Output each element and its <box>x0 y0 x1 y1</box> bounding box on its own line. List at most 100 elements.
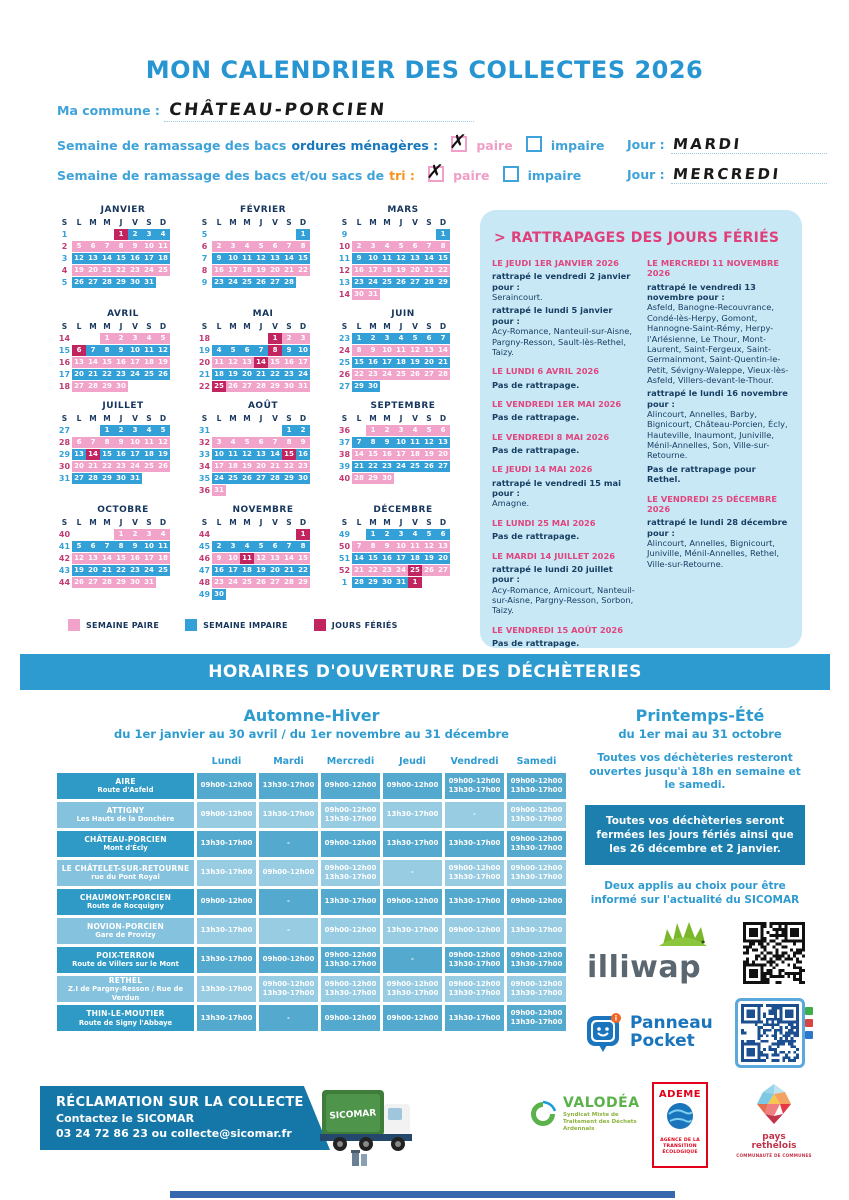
week-number: 36 <box>198 486 211 495</box>
day-cell: 3 <box>296 333 310 344</box>
ordures-impaire-checkbox <box>525 136 542 152</box>
day-cell: 11 <box>156 541 170 552</box>
day-header: L <box>76 414 82 423</box>
day-cell: 30 <box>128 277 142 288</box>
month-week: 23 1 2 3 4 5 6 7 <box>337 333 469 344</box>
day-cell: 26 <box>226 381 240 392</box>
week-number: 18 <box>198 334 211 343</box>
pays-rethelois-subtitle: COMMUNAUTÉ DE COMMUNES <box>736 1152 812 1158</box>
month-week: 27 29 30 <box>337 381 469 392</box>
hours-line: 09h00-12h00 <box>448 863 501 872</box>
day-header: S <box>286 322 292 331</box>
month-juillet: JUILLET S L M M J V S D 27 1 2 3 4 5 28 6 7 8 9 10 11 12 29 13 14… <box>57 401 189 496</box>
day-cell: 2 <box>352 241 366 252</box>
month-week: 2 5 6 7 8 9 10 11 <box>57 241 189 252</box>
rattrapages-col2: LE MERCREDI 11 NOVEMBRE 2026 rattrapé le … <box>647 258 790 657</box>
day-cell: 24 <box>142 565 156 576</box>
month-week: 12 16 17 18 19 20 21 22 <box>337 265 469 276</box>
empty-day <box>352 229 366 240</box>
day-cell: 22 <box>366 461 380 472</box>
month-janvier: JANVIER S L M M J V S D 1 1 2 3 4 2 5 6 7 8 9 10 11 3 12 13 14 15 1… <box>57 205 189 300</box>
month-week: 43 19 20 21 22 23 24 25 <box>57 565 189 576</box>
day-cell: 24 <box>366 277 380 288</box>
rattrapage-communes: Acy-Romance, Nanteuil-sur-Aisne, Pargny-… <box>492 326 633 357</box>
day-header: D <box>159 414 167 423</box>
table-row: AIRE Route d'Asfeld 09h00-12h00 13h30-17h00… <box>57 773 566 799</box>
week-number: 13 <box>338 278 351 287</box>
rattrapage-rule: rattrapé le lundi 28 décembre pour : <box>647 517 788 538</box>
store-icon-red <box>805 1018 813 1027</box>
rattrapage-date: LE LUNDI 6 AVRIL 2026 <box>492 366 600 377</box>
day-cell: 22 <box>114 265 128 276</box>
month-week: 52 21 22 23 24 25 26 27 <box>337 565 469 576</box>
day-cell: 8 <box>282 437 296 448</box>
rattrapage-rule: rattrapé le lundi 5 janvier pour : <box>492 305 613 326</box>
empty-day <box>212 425 226 436</box>
rattrapage-communes: Alincourt, Annelles, Barby, Bignicourt, … <box>647 409 788 461</box>
hours-cell: - <box>259 889 318 915</box>
day-header: M <box>89 518 97 527</box>
hours-line: 13h30-17h00 <box>448 873 501 881</box>
day-cell: 22 <box>268 369 282 380</box>
hours-cell: 13h30-17h00 <box>383 831 442 857</box>
site-name-cell: ATTIGNY Les Hauts de la Donchère <box>57 802 194 828</box>
hours-cell: 09h00-12h00 13h30-17h00 <box>445 773 504 799</box>
rattrapage-date: LE MERCREDI 11 NOVEMBRE 2026 <box>647 258 780 279</box>
hours-line: 13h30-17h00 <box>200 1013 253 1022</box>
hours-line: 13h30-17h00 <box>448 989 501 998</box>
day-cell: 19 <box>240 461 254 472</box>
day-cell: 27 <box>240 381 254 392</box>
rattrapage-entry: LE JEUDI 14 MAI 2026 rattrapé le vendredi… <box>492 464 635 508</box>
day-cell: 24 <box>380 369 394 380</box>
day-cell: 27 <box>408 277 422 288</box>
day-header: V <box>132 414 138 423</box>
day-cell: 21 <box>254 369 268 380</box>
day-header: M <box>243 414 251 423</box>
ordures-label-prefix: Semaine de ramassage des bacs <box>57 138 287 153</box>
month-week: 30 20 21 22 23 24 25 26 <box>57 461 189 472</box>
day-cell: 6 <box>86 241 100 252</box>
site-address: Les Hauts de la Donchère <box>76 815 175 824</box>
day-cell: 14 <box>352 449 366 460</box>
month-novembre: NOVEMBRE S L M M J V S D 44 1 45 2 3 4 5 6 7 8 46 9 10 11 12 13 1… <box>197 505 329 600</box>
day-cell: 27 <box>268 577 282 588</box>
day-cell: 22 <box>296 265 310 276</box>
site-name-cell: LE CHÂTELET-SUR-RETOURNE rue du Pont Roya… <box>57 860 194 886</box>
hours-line: 13h30-17h00 <box>262 989 315 998</box>
hours-cell: 13h30-17h00 <box>445 1005 504 1032</box>
ordures-label-bold: ordures ménagères : <box>291 138 439 153</box>
day-cell: 18 <box>240 565 254 576</box>
hours-line: - <box>473 810 476 819</box>
week-number: 2 <box>61 242 68 251</box>
day-cell: 28 <box>86 381 100 392</box>
hours-cell: 09h00-12h00 <box>383 773 442 799</box>
day-cell: 25 <box>240 277 254 288</box>
day-cell: 19 <box>408 357 422 368</box>
week-number: 12 <box>338 266 351 275</box>
month-week: 41 5 6 7 8 9 10 11 <box>57 541 189 552</box>
hours-line: - <box>411 955 414 964</box>
app-store-icons <box>805 1006 813 1039</box>
day-cell: 18 <box>156 553 170 564</box>
day-header: V <box>412 414 418 423</box>
rattrapage-rule: Pas de rattrapage pour Rethel. <box>647 463 756 485</box>
day-header: S <box>61 218 68 227</box>
day-cell: 12 <box>408 345 422 356</box>
week-number: 44 <box>58 578 71 587</box>
hours-cell: 09h00-12h00 13h30-17h00 <box>259 976 318 1003</box>
day-cell: 28 <box>352 473 366 484</box>
legend-swatch <box>313 619 326 631</box>
hours-line: 13h30-17h00 <box>510 844 563 852</box>
week-number: 18 <box>58 382 71 391</box>
day-header: D <box>439 218 447 227</box>
rattrapage-communes: Seraincourt. <box>492 292 543 303</box>
hours-line: 09h00-12h00 <box>510 1009 563 1018</box>
day-cell: 30 <box>380 577 394 588</box>
week-number: 34 <box>198 462 211 471</box>
day-cell: 4 <box>394 333 408 344</box>
day-cell: 17 <box>366 265 380 276</box>
rattrapage-entry: LE VENDREDI 1ER MAI 2026 Pas de rattrapag… <box>492 399 635 423</box>
